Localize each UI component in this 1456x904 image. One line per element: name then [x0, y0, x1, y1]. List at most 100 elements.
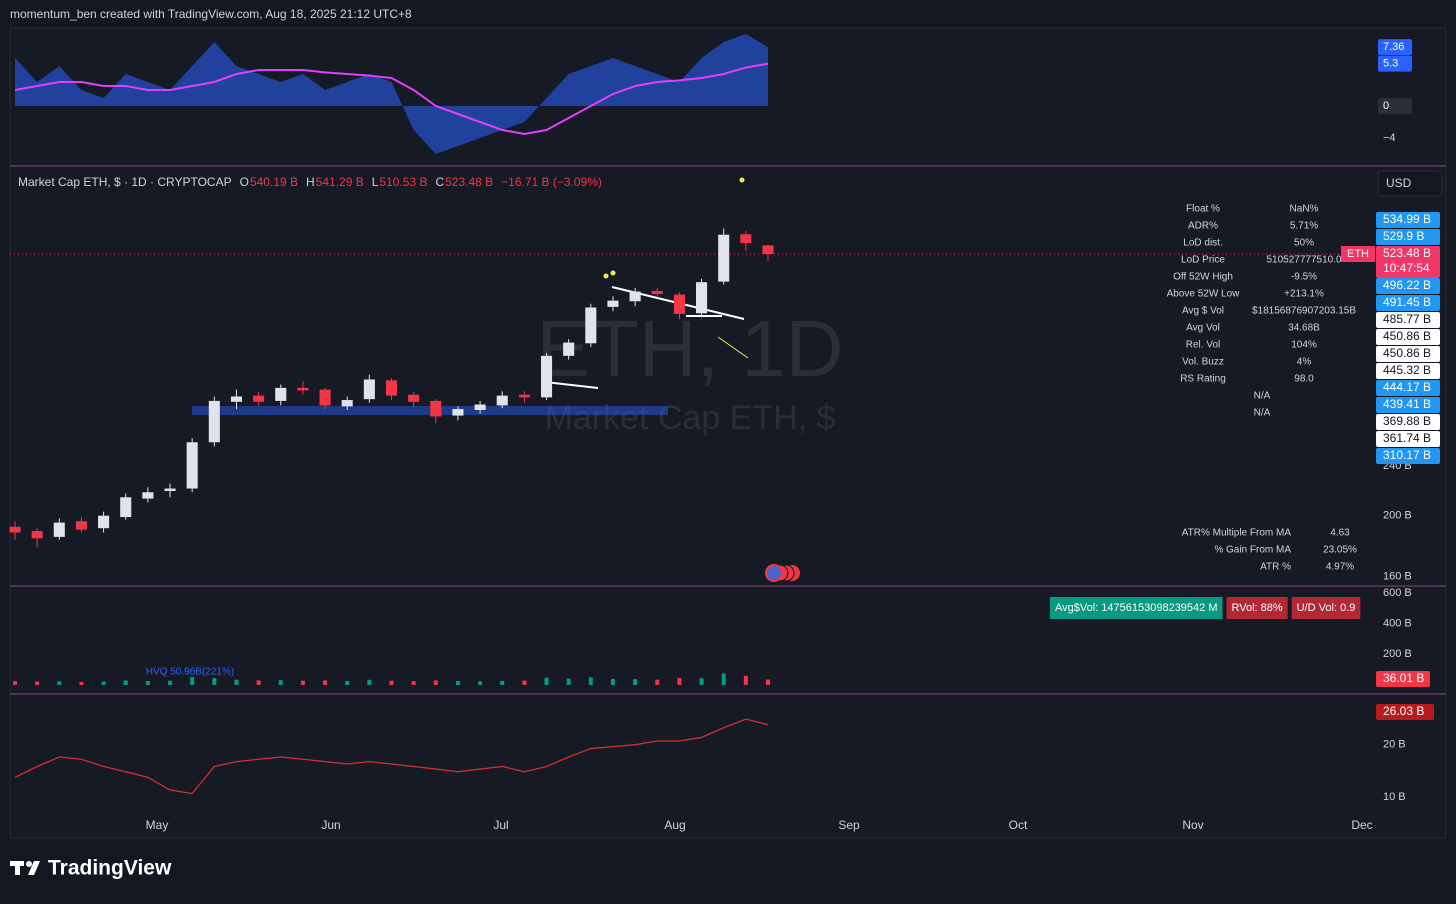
candle-body — [98, 515, 110, 529]
volume-bar — [190, 677, 195, 685]
price-tag — [1376, 346, 1440, 362]
volume-bar — [500, 680, 505, 685]
chart-frame — [9, 27, 1447, 839]
atr-label: ATR% Multiple From MA — [1182, 528, 1292, 539]
logo-mark — [10, 861, 40, 875]
candle-body — [341, 400, 353, 407]
watermark-subtitle: Market Cap ETH, $ — [545, 399, 836, 437]
legend-change: −16.71 B (−3.09%) — [501, 175, 602, 189]
price-tag — [1376, 448, 1440, 464]
value-label: 26.03 B — [1383, 704, 1424, 718]
price-tag — [1376, 380, 1440, 396]
stat-label: Vol. Buzz — [1182, 357, 1224, 368]
volume-bar — [145, 681, 150, 685]
candle-body — [385, 380, 398, 396]
stat-label: ADR% — [1188, 221, 1218, 232]
legend-key: C — [435, 175, 444, 189]
x-tick-label: Sep — [838, 818, 860, 832]
price-tag-label: 491.45 B — [1383, 295, 1431, 309]
volume-bar — [766, 679, 770, 685]
arrow — [717, 336, 749, 359]
stat-value: 5.71% — [1290, 221, 1318, 232]
volume-bar — [123, 680, 128, 685]
candle-body — [762, 245, 774, 255]
stat-value: 98.0 — [1294, 374, 1314, 385]
price-tag — [1376, 363, 1440, 379]
candle-body — [120, 497, 132, 518]
candle-body — [430, 400, 442, 417]
stat-note: N/A — [1254, 408, 1271, 419]
volume-bar — [522, 680, 527, 685]
currency-button[interactable] — [1377, 170, 1443, 197]
candle-body — [740, 234, 752, 244]
indicator-line — [14, 62, 769, 136]
badge-label: Avg$Vol: 14756153098239542 M — [1055, 602, 1218, 614]
x-tick-label: Nov — [1182, 818, 1203, 832]
badge-label: RVol: 88% — [1232, 602, 1283, 614]
watermark-title: ETH, 1D — [537, 304, 844, 393]
volume-bar — [234, 679, 239, 685]
candle-body — [363, 379, 375, 400]
stat-value: 104% — [1291, 340, 1317, 351]
value-tag — [1376, 671, 1430, 687]
price-tag — [1376, 295, 1440, 311]
volume-bar — [544, 677, 549, 685]
price-tag-label: 369.88 B — [1383, 414, 1431, 428]
value-label: 36.01 B — [1383, 671, 1424, 685]
symbol-tag-label: ETH — [1347, 248, 1369, 260]
volume-bar — [588, 677, 593, 685]
volume-bar — [212, 678, 217, 685]
stat-value: 34.68B — [1288, 323, 1320, 334]
price-tag — [1376, 246, 1440, 278]
trendline — [544, 381, 599, 389]
volume-bar — [57, 681, 62, 685]
price-tag-label: 523.48 B — [1383, 246, 1431, 260]
value-tag — [1376, 704, 1434, 720]
candle-body — [408, 394, 420, 402]
price-tag-label: 439.41 B — [1383, 397, 1431, 411]
marker-dot — [610, 270, 616, 276]
candle-body — [540, 355, 553, 398]
price-tag-label: 361.74 B — [1383, 431, 1431, 445]
volume-bar — [677, 677, 682, 685]
atr-label: % Gain From MA — [1214, 545, 1291, 556]
stat-value: 50% — [1294, 238, 1314, 249]
candle-body — [297, 387, 309, 391]
y-tick-label: 200 B — [1383, 510, 1412, 522]
volume-bar — [478, 681, 483, 685]
y-tick-label: 7.36 — [1383, 41, 1404, 53]
candle-body — [696, 282, 708, 314]
marker-dot — [603, 273, 609, 279]
stat-label: Avg $ Vol — [1182, 306, 1224, 317]
indicator-area — [15, 34, 768, 154]
price-tag — [1376, 397, 1440, 413]
stat-label: Rel. Vol — [1186, 340, 1220, 351]
legend-value: 541.29 B — [316, 175, 364, 189]
candle-body — [253, 395, 265, 402]
x-tick-label: May — [146, 818, 169, 832]
price-tag — [1376, 212, 1440, 228]
candle-body — [319, 389, 331, 406]
volume-bar — [743, 675, 748, 685]
hvq-label: HVQ 50.96B(221%) — [146, 667, 234, 678]
candle-body — [673, 294, 685, 314]
atr-value: 23.05% — [1323, 545, 1357, 556]
price-tag — [1376, 312, 1440, 328]
volume-bar — [633, 679, 638, 685]
stat-value: $18156876907203.15B — [1252, 306, 1356, 317]
axis-tag — [1378, 98, 1412, 114]
volume-bar — [566, 678, 571, 685]
volume-bar — [79, 681, 84, 685]
y-tick-label: 600 B — [1383, 587, 1412, 599]
range-band — [192, 406, 668, 415]
stat-label: RS Rating — [1180, 374, 1226, 385]
legend-key: O — [240, 175, 249, 189]
atr-value: 4.97% — [1326, 562, 1354, 573]
volume-bar — [389, 680, 394, 685]
volume-bar — [323, 680, 328, 685]
price-tag — [1376, 278, 1440, 294]
axis-tag — [1378, 55, 1412, 72]
candle-body — [230, 396, 243, 402]
y-tick-label: 20 B — [1383, 739, 1406, 751]
volume-bar — [256, 680, 261, 685]
